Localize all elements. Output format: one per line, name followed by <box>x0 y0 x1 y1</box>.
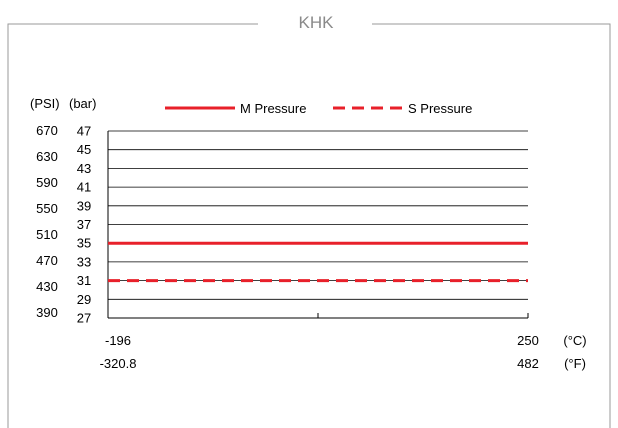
y-tick-bar-35: 35 <box>77 236 91 251</box>
y-tick-bar-31: 31 <box>77 273 91 288</box>
x-tick-c-min: -196 <box>105 333 131 348</box>
y-tick-psi-510: 510 <box>36 227 58 242</box>
y-tick-bar-39: 39 <box>77 198 91 213</box>
y-tick-bar-41: 41 <box>77 180 91 195</box>
chart-title: KHK <box>299 13 335 32</box>
y-tick-psi-390: 390 <box>36 305 58 320</box>
y-tick-bar-37: 37 <box>77 217 91 232</box>
frame-line-left <box>7 23 258 428</box>
x-unit-celsius: (°C) <box>563 333 586 348</box>
y-unit-psi: (PSI) <box>30 96 60 111</box>
y-tick-psi-590: 590 <box>36 175 58 190</box>
y-tick-psi-470: 470 <box>36 253 58 268</box>
y-tick-psi-670: 670 <box>36 123 58 138</box>
y-unit-bar: (bar) <box>69 96 96 111</box>
y-tick-bar-33: 33 <box>77 254 91 269</box>
x-tick-c-max: 250 <box>517 333 539 348</box>
y-tick-psi-630: 630 <box>36 149 58 164</box>
frame-line-right <box>372 23 611 428</box>
frame-border <box>7 23 611 428</box>
legend-label-m-pressure: M Pressure <box>240 101 306 116</box>
y-tick-psi-550: 550 <box>36 201 58 216</box>
y-tick-bar-29: 29 <box>77 292 91 307</box>
y-tick-bar-45: 45 <box>77 142 91 157</box>
x-unit-fahrenheit: (°F) <box>564 356 586 371</box>
legend-label-s-pressure: S Pressure <box>408 101 472 116</box>
y-tick-bar-47: 47 <box>77 124 91 139</box>
x-tick-f-min: -320.8 <box>100 356 137 371</box>
x-tick-f-max: 482 <box>517 356 539 371</box>
pressure-chart: (PSI) (bar) 47 45 43 41 39 37 35 33 31 29 27 670 630 59… <box>30 96 587 371</box>
y-tick-bar-43: 43 <box>77 161 91 176</box>
y-tick-bar-27: 27 <box>77 311 91 326</box>
y-tick-psi-430: 430 <box>36 279 58 294</box>
